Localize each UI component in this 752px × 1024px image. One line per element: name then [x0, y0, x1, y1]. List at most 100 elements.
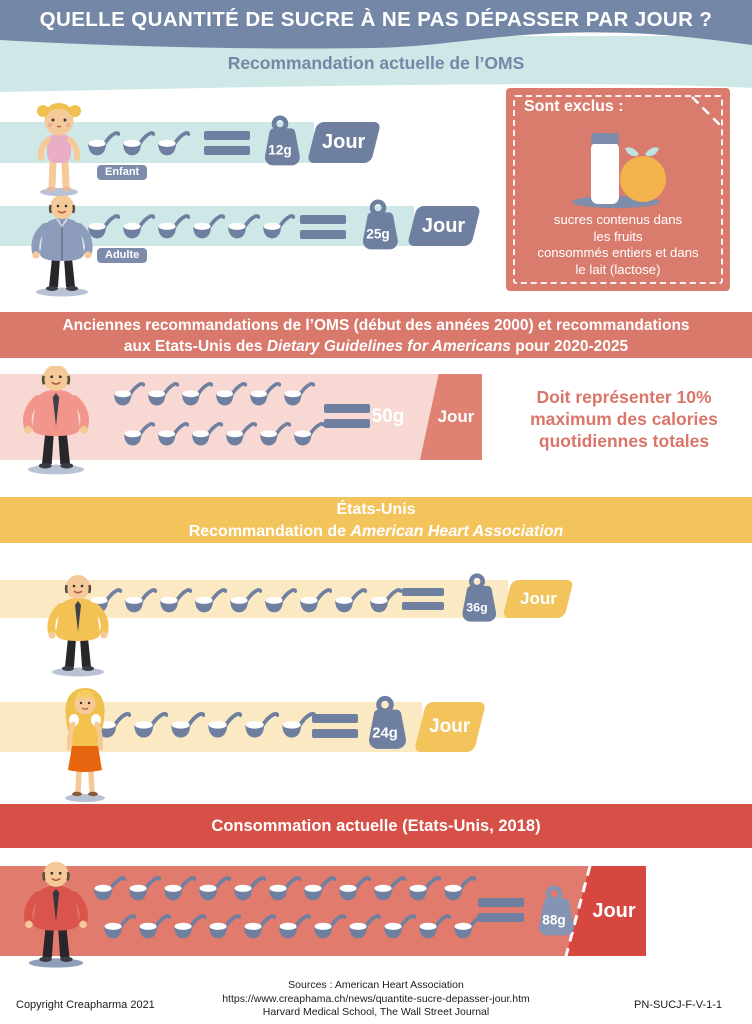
consumption-man-figure	[8, 858, 104, 974]
spoon-icon	[132, 708, 168, 742]
spoon-icon	[417, 911, 451, 942]
old-spoons-row-top	[112, 379, 315, 409]
spoon-icon	[224, 419, 257, 449]
old-recommendation-banner: Anciennes recommandations de l’OMS (débu…	[0, 312, 752, 358]
page-title: QUELLE QUANTITÉ DE SUCRE À NE PAS DÉPASS…	[39, 8, 713, 31]
spoon-icon	[228, 585, 262, 616]
svg-text:24g: 24g	[372, 726, 398, 742]
spoon-icon	[214, 379, 247, 409]
document-code: PN-SUCJ-F-V-1-1	[634, 999, 723, 1011]
jour-banner: Jour	[502, 580, 574, 618]
consumption-dose-band	[0, 866, 646, 956]
spoon-icon	[158, 585, 192, 616]
milk-bottle-icon	[591, 133, 619, 204]
consumption-banner: Consommation actuelle (Etats-Unis, 2018)	[0, 804, 752, 848]
svg-text:12g: 12g	[268, 143, 291, 158]
excluded-text: sucres contenus dans les fruits consommé…	[537, 212, 699, 277]
spoon-icon	[298, 585, 332, 616]
spoon-icon	[112, 379, 145, 409]
child-figure	[26, 100, 92, 198]
equals-icon	[312, 714, 358, 738]
spoon-icon	[86, 211, 120, 242]
spoon-icon	[206, 708, 242, 742]
milk-and-orange-icons	[572, 133, 666, 208]
svg-text:25g: 25g	[366, 227, 389, 242]
spoon-icon	[368, 585, 402, 616]
weight-icon: 25g	[352, 198, 404, 254]
spoon-icon	[277, 911, 311, 942]
spoon-icon	[123, 585, 157, 616]
spoon-icon	[248, 379, 281, 409]
spoon-icon	[102, 911, 136, 942]
equals-icon	[204, 131, 250, 155]
spoon-icon	[191, 211, 225, 242]
header-wave	[0, 0, 752, 92]
weight-icon: 12g	[254, 114, 306, 170]
spoon-icon	[347, 911, 381, 942]
spoon-icon	[407, 873, 441, 904]
spoon-icon	[180, 379, 213, 409]
spoon-icon	[280, 708, 316, 742]
spoon-icon	[146, 379, 179, 409]
spoon-icon	[190, 419, 223, 449]
aha-banner: États-Unis Recommandation de American He…	[0, 497, 752, 543]
jour-banner: Jour	[413, 702, 487, 752]
spoon-icon	[263, 585, 297, 616]
spoon-icon	[121, 128, 155, 159]
ten-percent-note: Doit représenter 10% maximum des calorie…	[530, 387, 718, 451]
spoon-icon	[122, 419, 155, 449]
spoon-icon	[442, 873, 476, 904]
spoon-icon	[372, 873, 406, 904]
old-spoons-row-bottom	[122, 419, 325, 449]
spoon-icon	[193, 585, 227, 616]
sources-url: https://www.creaphama.ch/news/quantite-s…	[222, 992, 530, 1005]
consumption-spoons-row-top	[92, 873, 476, 904]
spoon-icon	[169, 708, 205, 742]
aha-man-figure	[32, 563, 124, 691]
equals-icon	[300, 215, 346, 239]
fold-corner-icon	[691, 96, 722, 127]
spoon-icon	[127, 873, 161, 904]
spoon-icon	[162, 873, 196, 904]
spoon-icon	[232, 873, 266, 904]
sources: Sources : American Heart Association htt…	[186, 979, 566, 1020]
spoon-icon	[197, 873, 231, 904]
svg-text:88g: 88g	[542, 913, 565, 928]
excluded-box: Sont exclus : sucres contenus dans les f…	[506, 88, 730, 291]
spoon-icon	[282, 379, 315, 409]
spoon-icon	[333, 585, 367, 616]
dashed-border	[513, 95, 723, 284]
equals-icon	[324, 404, 370, 428]
grams-label: 50g	[371, 406, 405, 427]
jour-banner: Jour	[407, 206, 481, 246]
jour-banner: Jour	[306, 122, 382, 163]
weight-icon: 88g	[528, 884, 580, 940]
oms-subtitle: Recommandation actuelle de l’OMS	[227, 53, 525, 73]
consumption-spoons-row-bottom	[102, 911, 486, 942]
spoon-icon	[337, 873, 371, 904]
child-spoons-row	[86, 128, 190, 159]
spoon-icon	[267, 873, 301, 904]
spoon-icon	[242, 911, 276, 942]
adult-spoons-row	[86, 211, 295, 242]
age-tag-adulte: Adulte	[96, 247, 149, 264]
spoon-icon	[312, 911, 346, 942]
spoon-icon	[92, 873, 126, 904]
spoon-icon	[292, 419, 325, 449]
spoon-icon	[207, 911, 241, 942]
spoon-icon	[172, 911, 206, 942]
orange-icon	[620, 147, 666, 202]
spoon-icon	[86, 128, 120, 159]
spoon-icon	[156, 211, 190, 242]
svg-text:36g: 36g	[466, 600, 487, 614]
spoon-icon	[261, 211, 295, 242]
aha-man-spoons-row	[88, 585, 402, 616]
spoon-icon	[156, 419, 189, 449]
sources-line-3: Harvard Medical School, The Wall Street …	[262, 1006, 490, 1018]
spoon-icon	[382, 911, 416, 942]
copyright: Copyright Creapharma 2021	[16, 999, 155, 1011]
adult-figure	[16, 195, 108, 298]
equals-icon	[478, 898, 524, 922]
weight-icon: 24g	[358, 694, 412, 754]
